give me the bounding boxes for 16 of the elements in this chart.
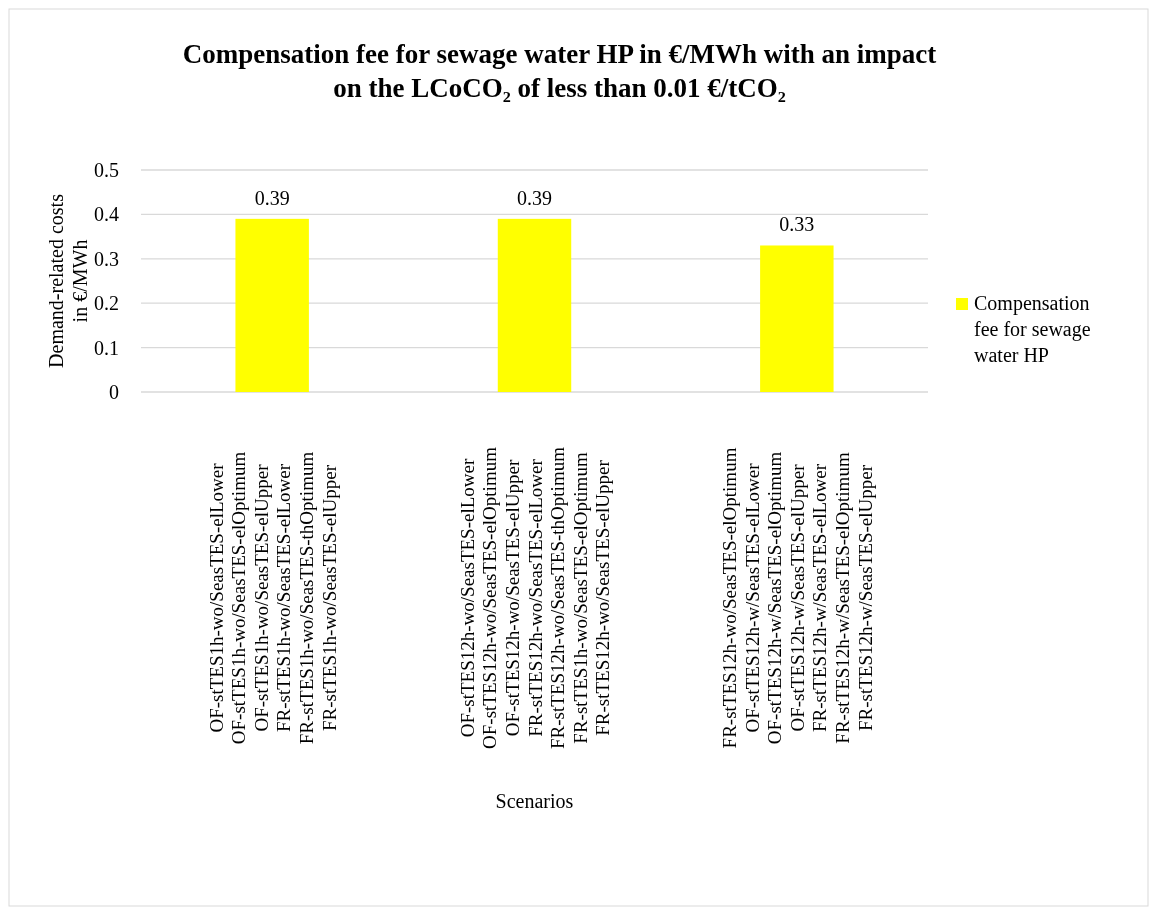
data-label: 0.33 xyxy=(779,213,815,236)
data-label: 0.39 xyxy=(254,186,290,209)
chart-title: Compensation fee for sewage water HP in €/MWh with an impact on the LCoCO₂ of less than 0.01 €/tCO₂ xyxy=(182,39,937,103)
x-axis-title: Scenarios xyxy=(495,790,574,812)
x-tick-label: FR-stTES12h-wo/SeasTES-elOptimum OF-stTES12h-w/SeasTES-elLower OF-stTES12h-w/SeasTES-elOptimum OF-stTES12h-w/SeasTES-elUpper FR-stTES12h-w/SeasTES-elLower FR-stTES12h-w/SeasTES-elOptimum FR-stTES12h-w/SeasTES-elUpper xyxy=(719,447,876,749)
y-tick-label: 0.3 xyxy=(94,247,119,270)
y-tick-label: 0.1 xyxy=(94,336,119,359)
x-tick-label: OF-stTES1h-wo/SeasTES-elLower OF-stTES1h-wo/SeasTES-elOptimum OF-stTES1h-wo/SeasTES-elUpper FR-stTES1h-wo/SeasTES-elLower FR-stTES1h-wo/SeasTES-thOptimum FR-stTES1h-wo/SeasTES-elUpper xyxy=(205,451,340,745)
y-tick-label: 0.4 xyxy=(94,203,119,226)
y-tick-label: 0.2 xyxy=(94,292,119,315)
y-axis-title: Demand-related costs in €/MWh xyxy=(45,193,91,368)
x-tick-label: OF-stTES12h-wo/SeasTES-elLower OF-stTES12h-wo/SeasTES-elOptimum OF-stTES12h-wo/SeasTES-elUpper FR-stTES12h-wo/SeasTES-elLower FR-stTES12h-wo/SeasTES-thOptimum FR-stTES1h-wo/SeasTES-elOptimum FR-stTES12h-wo/SeasTES-elUpper xyxy=(456,446,614,749)
legend-label: Compensation fee for sewage water HP xyxy=(974,292,1091,366)
y-tick-label: 0.5 xyxy=(94,159,119,181)
y-tick-label: 0 xyxy=(109,381,119,403)
data-label: 0.39 xyxy=(517,186,552,209)
